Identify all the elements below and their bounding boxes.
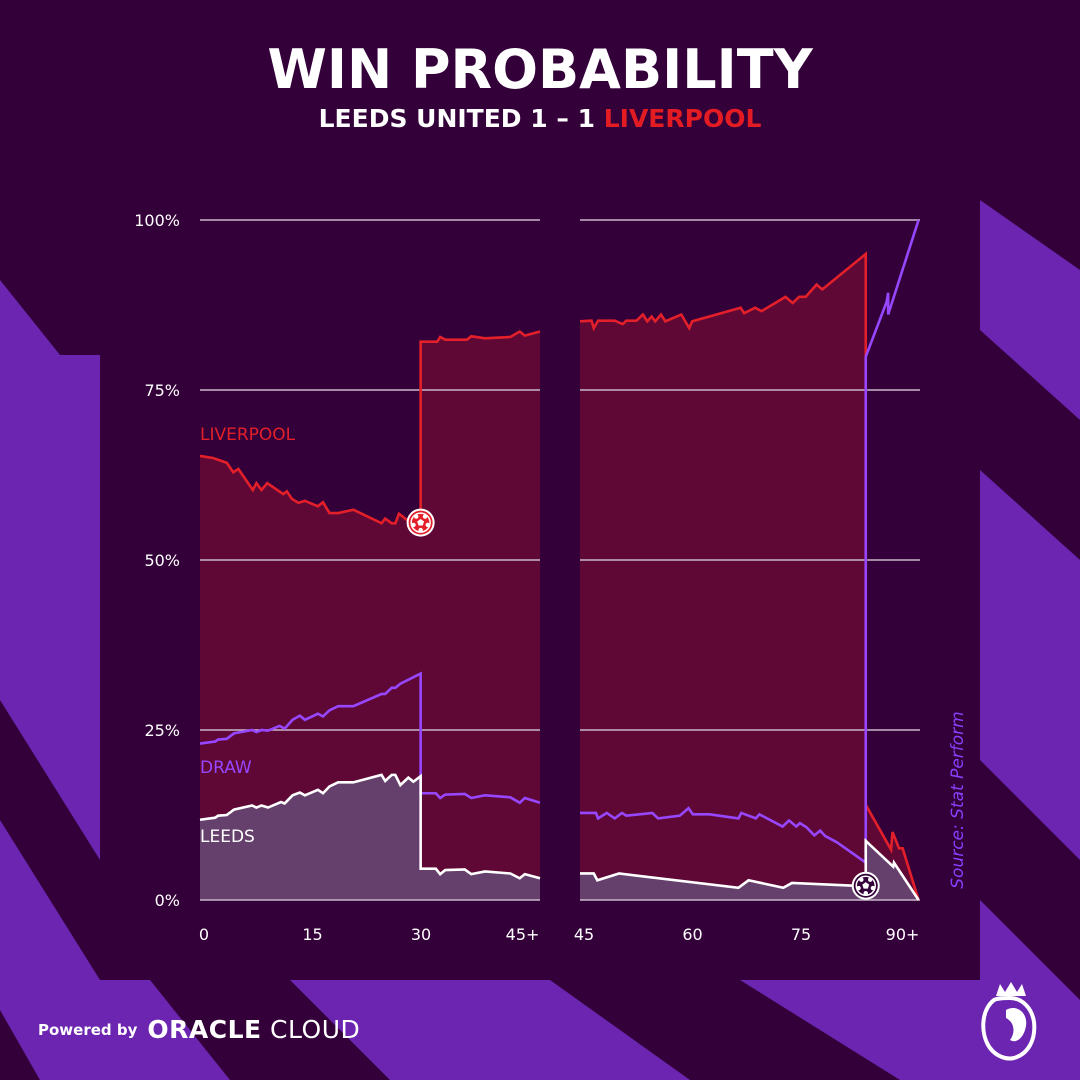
football-icon-panel bbox=[411, 522, 416, 528]
y-tick-label: 75% bbox=[144, 381, 180, 400]
football-icon-panel bbox=[422, 514, 428, 519]
series-label-liverpool: LIVERPOOL bbox=[200, 425, 296, 445]
leeds-line-second-half bbox=[580, 837, 920, 901]
premier-league-lion-logo bbox=[981, 982, 1037, 1061]
away-team: LIVERPOOL bbox=[603, 104, 762, 133]
x-tick-label: 30 bbox=[411, 925, 431, 944]
y-tick-label: 25% bbox=[144, 721, 180, 740]
leeds-area-first-half bbox=[200, 774, 540, 900]
series-label-leeds: LEEDS bbox=[200, 827, 255, 847]
series-label-draw: DRAW bbox=[200, 758, 252, 778]
powered-by-label: Powered by bbox=[38, 1020, 138, 1039]
football-icon-panel bbox=[856, 885, 861, 891]
liverpool-line-first-half bbox=[199, 329, 541, 525]
x-tick-label: 60 bbox=[682, 925, 702, 944]
x-tick-label: 90+ bbox=[886, 925, 920, 944]
football-icon-panel bbox=[425, 522, 430, 528]
football-icon-panel bbox=[863, 891, 868, 896]
x-tick-label: 45 bbox=[574, 925, 594, 944]
match-score: LEEDS UNITED 1 – 1 LIVERPOOL bbox=[0, 104, 1080, 133]
oracle-cloud-logo: ORACLE CLOUD bbox=[147, 1015, 361, 1044]
chart-title: WIN PROBABILITY bbox=[267, 38, 813, 101]
x-tick-label: 45+ bbox=[506, 925, 540, 944]
liverpool-area-second-half bbox=[580, 254, 919, 900]
draw-line-first-half bbox=[199, 671, 541, 805]
football-icon-panel bbox=[414, 514, 419, 519]
leeds-line-first-half bbox=[199, 773, 541, 880]
x-tick-label: 0 bbox=[199, 925, 209, 944]
y-tick-label: 0% bbox=[155, 891, 180, 910]
sponsor-credit: Powered by ORACLE CLOUD bbox=[38, 1015, 360, 1044]
y-tick-label: 100% bbox=[134, 211, 180, 230]
football-icon-panel bbox=[418, 527, 423, 533]
football-icon-panel bbox=[417, 519, 425, 526]
football-icon-panel bbox=[862, 882, 870, 889]
liverpool-area-first-half bbox=[200, 331, 540, 900]
home-team: LEEDS UNITED bbox=[318, 104, 522, 133]
x-tick-label: 75 bbox=[791, 925, 811, 944]
goal-marker-liverpool bbox=[406, 508, 435, 537]
football-icon-panel bbox=[870, 885, 876, 891]
source-credit: Source: Stat Perform bbox=[948, 711, 968, 889]
goal-marker-leeds bbox=[851, 871, 880, 900]
football-icon-panel bbox=[867, 877, 873, 882]
draw-line-second-half bbox=[580, 219, 920, 866]
x-tick-label: 15 bbox=[302, 925, 322, 944]
y-tick-label: 50% bbox=[144, 551, 180, 570]
football-icon-panel bbox=[859, 877, 864, 882]
score: 1 – 1 bbox=[530, 104, 595, 133]
